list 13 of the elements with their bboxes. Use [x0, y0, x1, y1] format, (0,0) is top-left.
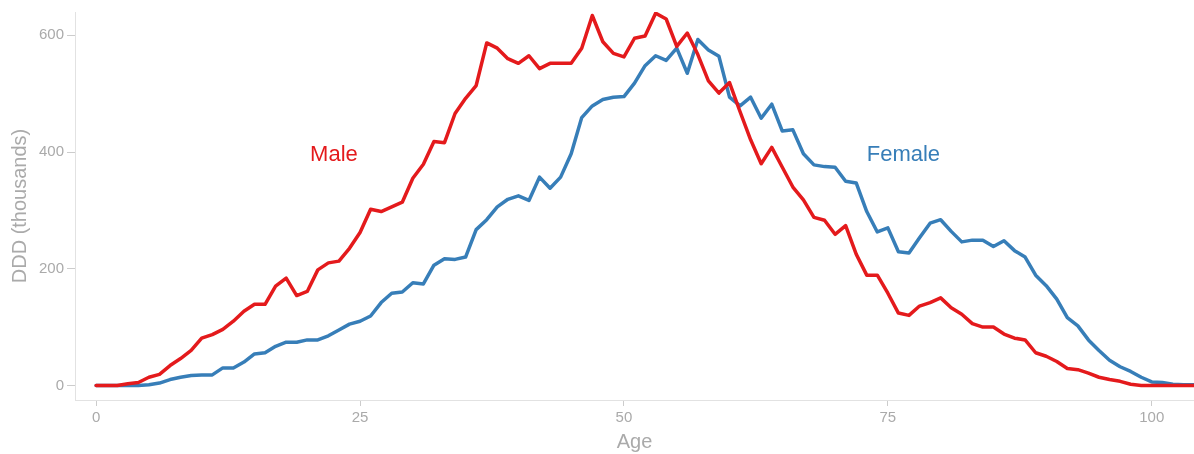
y-tick-label: 200 — [39, 258, 65, 276]
x-axis-title: Age — [616, 429, 653, 452]
x-tick-label: 50 — [615, 408, 633, 426]
y-tick-label: 400 — [39, 142, 65, 160]
series-label: Female — [866, 140, 941, 166]
y-tick-label: 0 — [55, 375, 65, 393]
x-tick-label: 25 — [351, 408, 369, 426]
x-tick-label: 0 — [91, 408, 101, 426]
x-tick-label: 100 — [1139, 408, 1165, 426]
text: Male — [310, 140, 358, 166]
y-axis-title: DDD (thousands) — [7, 128, 30, 284]
y-tick-label: 600 — [39, 25, 65, 43]
x-tick-label: 75 — [879, 408, 897, 426]
